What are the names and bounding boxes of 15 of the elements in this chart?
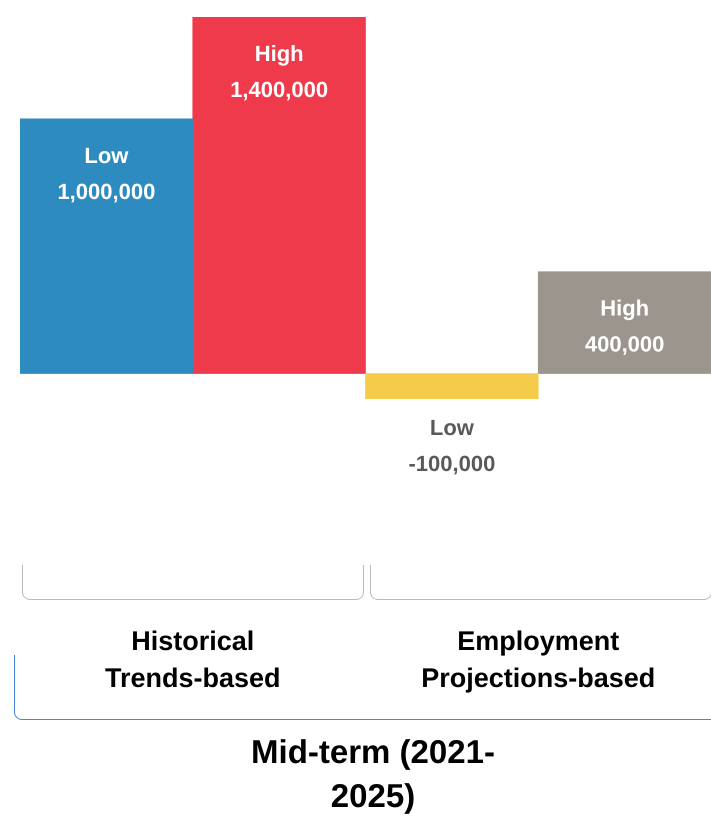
bar — [538, 271, 711, 374]
data-label: 400,000 — [584, 332, 664, 357]
x-tick-label: Historical Trends-based — [104, 626, 281, 693]
series-label: High — [254, 41, 304, 66]
bar — [20, 118, 194, 374]
bar — [192, 17, 366, 374]
text: High — [600, 296, 650, 321]
data-label: 1,400,000 — [230, 77, 328, 102]
data-label: -100,000 — [408, 451, 496, 476]
data-label: 1,000,000 — [57, 178, 156, 204]
series-label: Low — [430, 415, 475, 440]
bar — [365, 373, 539, 399]
x-tick-label: Employment Projections-based — [421, 626, 656, 693]
x-axis-title: Mid-term (2021-2025) — [250, 732, 496, 816]
text: Low — [84, 142, 128, 168]
